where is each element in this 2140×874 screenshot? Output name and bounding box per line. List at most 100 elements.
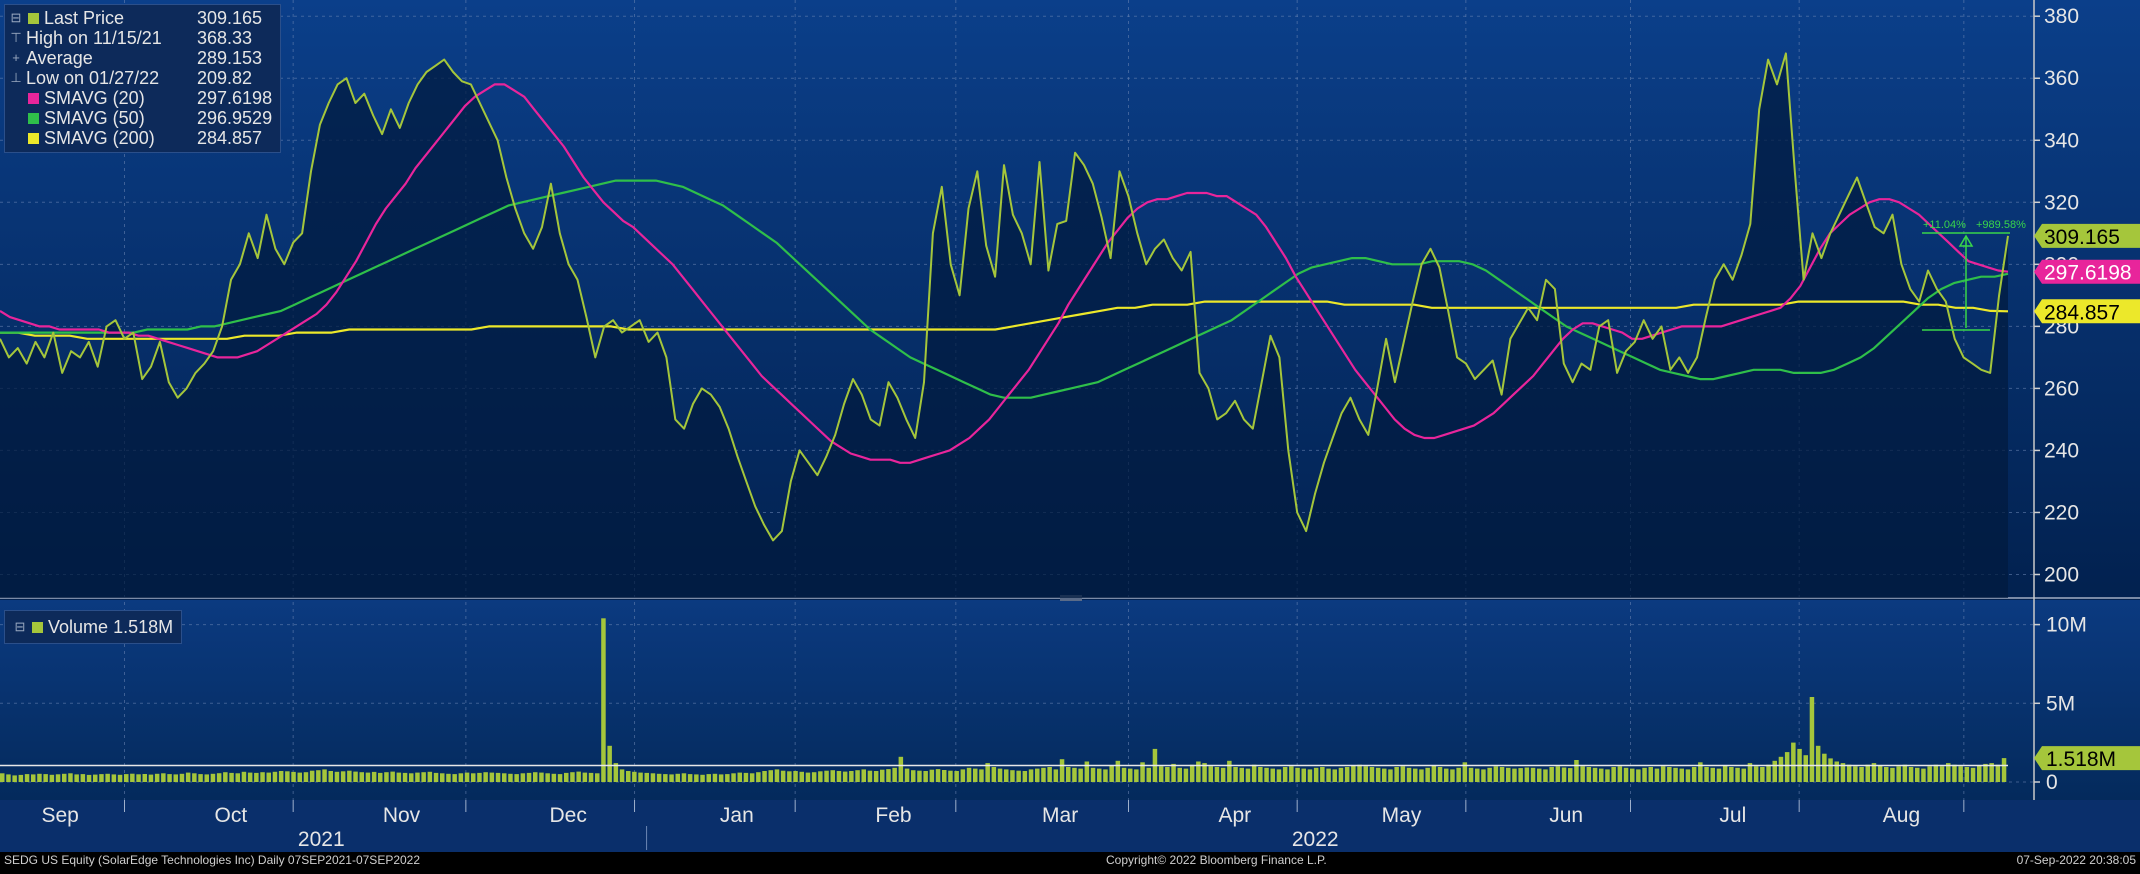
- volume-bar: [285, 771, 290, 782]
- volume-bar: [1846, 764, 1852, 782]
- volume-bar: [886, 769, 891, 782]
- volume-bar: [1611, 767, 1616, 782]
- volume-bar: [1921, 768, 1926, 782]
- volume-bar: [1028, 769, 1034, 782]
- volume-bar: [1716, 768, 1722, 782]
- month-label: Jul: [1719, 804, 1746, 827]
- volume-bar: [247, 772, 253, 782]
- volume-bar: [1506, 767, 1511, 782]
- volume-tick-label: 0: [2046, 771, 2058, 794]
- volume-bar: [1227, 760, 1232, 783]
- volume-bar: [235, 773, 240, 782]
- volume-legend[interactable]: ⊟ Volume 1.518M: [4, 610, 183, 644]
- month-label: Aug: [1883, 804, 1920, 827]
- footer-security: SEDG US Equity (SolarEdge Technologies I…: [4, 853, 421, 867]
- month-label: Feb: [875, 804, 911, 827]
- volume-bar: [1698, 762, 1703, 782]
- volume-bar: [1623, 767, 1629, 782]
- volume-bar: [1660, 766, 1666, 782]
- volume-bar: [1704, 767, 1709, 782]
- volume-bar: [1245, 768, 1251, 782]
- volume-bar: [1747, 763, 1753, 782]
- volume-bar: [1233, 767, 1238, 782]
- volume-bar: [849, 771, 854, 782]
- performance-annotation: +11.04% +989.58%: [1922, 219, 2026, 331]
- volume-bar: [1722, 765, 1728, 782]
- year-label: 2022: [1292, 828, 1339, 851]
- volume-bar: [266, 772, 271, 782]
- volume-bar: [1264, 767, 1269, 782]
- volume-bar: [1977, 765, 1982, 782]
- volume-bar: [793, 771, 798, 782]
- legend-swatch-icon: [28, 92, 39, 104]
- volume-bar: [1357, 764, 1362, 782]
- volume-bar: [1568, 768, 1573, 782]
- volume-bar: [1202, 763, 1207, 782]
- volume-bar: [1295, 767, 1300, 782]
- month-label: Dec: [550, 804, 587, 827]
- volume-bar: [1896, 766, 1901, 782]
- volume-bar: [508, 773, 513, 782]
- volume-bar: [464, 772, 470, 782]
- volume-bar: [1115, 760, 1121, 783]
- footer-bar: SEDG US Equity (SolarEdge Technologies I…: [0, 852, 2140, 869]
- volume-bar: [173, 774, 178, 782]
- volume-bar: [1090, 767, 1096, 782]
- volume-bar: [93, 774, 98, 782]
- volume-bar: [514, 774, 519, 782]
- volume-bar: [1022, 771, 1028, 782]
- volume-bar: [650, 773, 656, 782]
- volume-bar: [1332, 769, 1337, 782]
- price-area-path: [0, 53, 2008, 598]
- volume-bar: [1004, 769, 1009, 782]
- volume-bar: [1766, 764, 1771, 782]
- volume-bar: [1735, 767, 1740, 782]
- series-line-smavg-200-: [0, 300, 2009, 340]
- collapse-icon[interactable]: ⊟: [14, 619, 26, 634]
- volume-bar: [1326, 768, 1331, 782]
- volume-bar: [1220, 767, 1226, 782]
- volume-bar: [1691, 767, 1697, 782]
- volume-bar: [663, 774, 668, 782]
- volume-bar: [1072, 767, 1077, 782]
- volume-bar: [1431, 765, 1437, 782]
- volume-bar: [1574, 760, 1579, 782]
- volume-bar: [526, 772, 532, 782]
- volume-bars: [0, 618, 2008, 783]
- volume-bar: [477, 772, 482, 782]
- volume-bar: [1952, 764, 1957, 782]
- price-lines: [0, 52, 2009, 542]
- volume-bar: [1617, 766, 1623, 782]
- price-tag-box: [2034, 259, 2140, 284]
- volume-bar: [1561, 767, 1567, 782]
- volume-bar: [582, 772, 588, 782]
- price-tick-label: 200: [2044, 563, 2079, 586]
- collapse-icon[interactable]: ⊟: [10, 10, 22, 25]
- volume-bar: [1499, 767, 1505, 782]
- volume-bar: [1450, 769, 1455, 782]
- volume-bar: [1518, 768, 1523, 782]
- volume-bar: [805, 772, 811, 782]
- volume-bar: [811, 772, 817, 782]
- price-area-fill: [0, 53, 2008, 598]
- legend-swatch-icon: [28, 112, 39, 124]
- volume-bar: [74, 774, 79, 782]
- volume-bar: [130, 773, 135, 782]
- price-tick-label: 220: [2044, 501, 2079, 524]
- volume-bar: [1989, 763, 1994, 782]
- volume-bar: [291, 771, 296, 782]
- legend-value: 284.857: [197, 128, 263, 148]
- volume-bar: [1214, 767, 1220, 782]
- legend-swatch-icon: [28, 12, 39, 24]
- volume-bar: [1679, 768, 1684, 782]
- volume-bar: [1406, 767, 1412, 782]
- volume-bar: [1772, 760, 1777, 783]
- volume-bar: [1555, 766, 1561, 782]
- volume-bar: [1760, 767, 1765, 782]
- volume-bar: [1933, 764, 1939, 782]
- volume-bar: [1939, 766, 1945, 782]
- price-tag: 297.6198: [2034, 259, 2140, 285]
- price-legend[interactable]: ⊟ Last Price 309.165 ⊤ High on 11/15/21 …: [4, 4, 282, 153]
- volume-bar: [1475, 768, 1480, 782]
